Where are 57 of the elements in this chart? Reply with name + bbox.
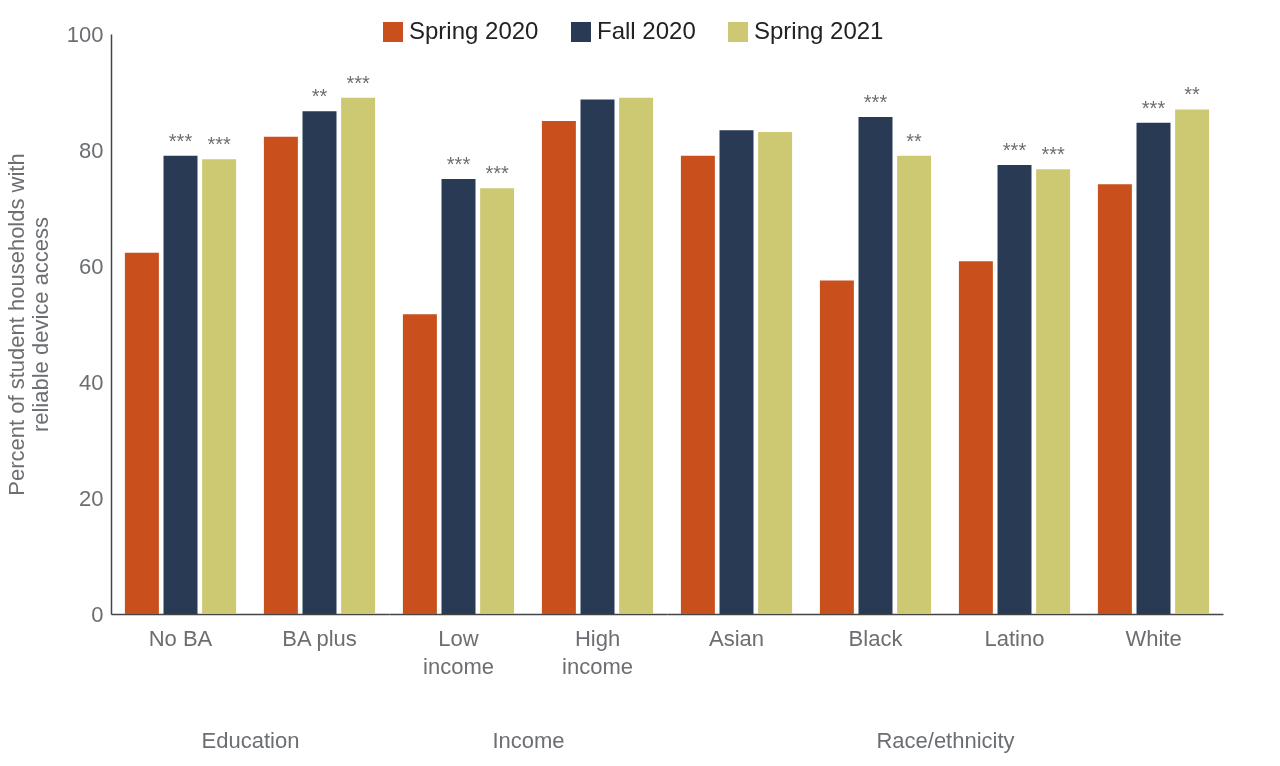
y-tick-label: 40 [79, 369, 104, 395]
bar [302, 111, 337, 614]
bar [858, 116, 893, 614]
bar [619, 97, 654, 614]
bar [1036, 169, 1071, 614]
legend-label: Spring 2021 [754, 17, 884, 44]
bar [958, 261, 993, 614]
y-axis-title: Percent of student households with reliable device access [3, 153, 53, 496]
legend-label: Spring 2020 [409, 17, 539, 44]
bar [1175, 109, 1210, 614]
x-tick-label: BA plus [282, 625, 357, 651]
legend-label: Fall 2020 [597, 17, 696, 44]
x-axis-title: Education [201, 727, 300, 753]
bar [897, 155, 932, 614]
bar [480, 188, 515, 614]
x-tick-label: Latino [984, 625, 1045, 651]
y-tick-label: 60 [79, 253, 104, 279]
data-label: *** [207, 133, 231, 156]
bar [997, 165, 1032, 614]
data-label: *** [446, 153, 471, 175]
data-label: ** [906, 129, 923, 152]
y-tick-label: 20 [79, 485, 104, 511]
x-tick-label: Low income [423, 625, 494, 679]
x-axis-title: Race/ethnicity [876, 727, 1015, 753]
bar [1136, 122, 1171, 614]
bar [1097, 184, 1132, 614]
data-label: *** [346, 71, 370, 94]
data-label: *** [168, 129, 193, 152]
data-label: *** [1041, 143, 1065, 166]
x-tick-label: No BA [148, 625, 213, 651]
y-tick-label: 80 [79, 137, 104, 163]
bar [541, 121, 576, 614]
bar [263, 136, 298, 614]
data-label: *** [863, 90, 888, 113]
data-label: ** [1184, 83, 1201, 106]
x-tick-label: Asian [708, 625, 765, 651]
bar [402, 314, 437, 614]
data-label: *** [1002, 139, 1027, 162]
x-axis-title: Income [492, 727, 565, 753]
bar [758, 132, 793, 614]
bar [341, 97, 376, 614]
x-tick-label: White [1125, 625, 1182, 651]
bar [124, 252, 159, 614]
bar [819, 280, 854, 614]
y-tick-label: 0 [91, 601, 104, 627]
data-label: ** [311, 85, 328, 108]
bar [202, 159, 237, 614]
bar [680, 155, 715, 614]
data-label: *** [1141, 96, 1166, 119]
x-tick-label: Black [848, 625, 904, 651]
data-label: *** [485, 162, 509, 185]
bar [580, 99, 615, 614]
bar [719, 130, 754, 614]
y-tick-label: 100 [66, 21, 104, 47]
bar [163, 155, 198, 614]
x-tick-label: High income [562, 625, 633, 679]
bar [441, 179, 476, 614]
